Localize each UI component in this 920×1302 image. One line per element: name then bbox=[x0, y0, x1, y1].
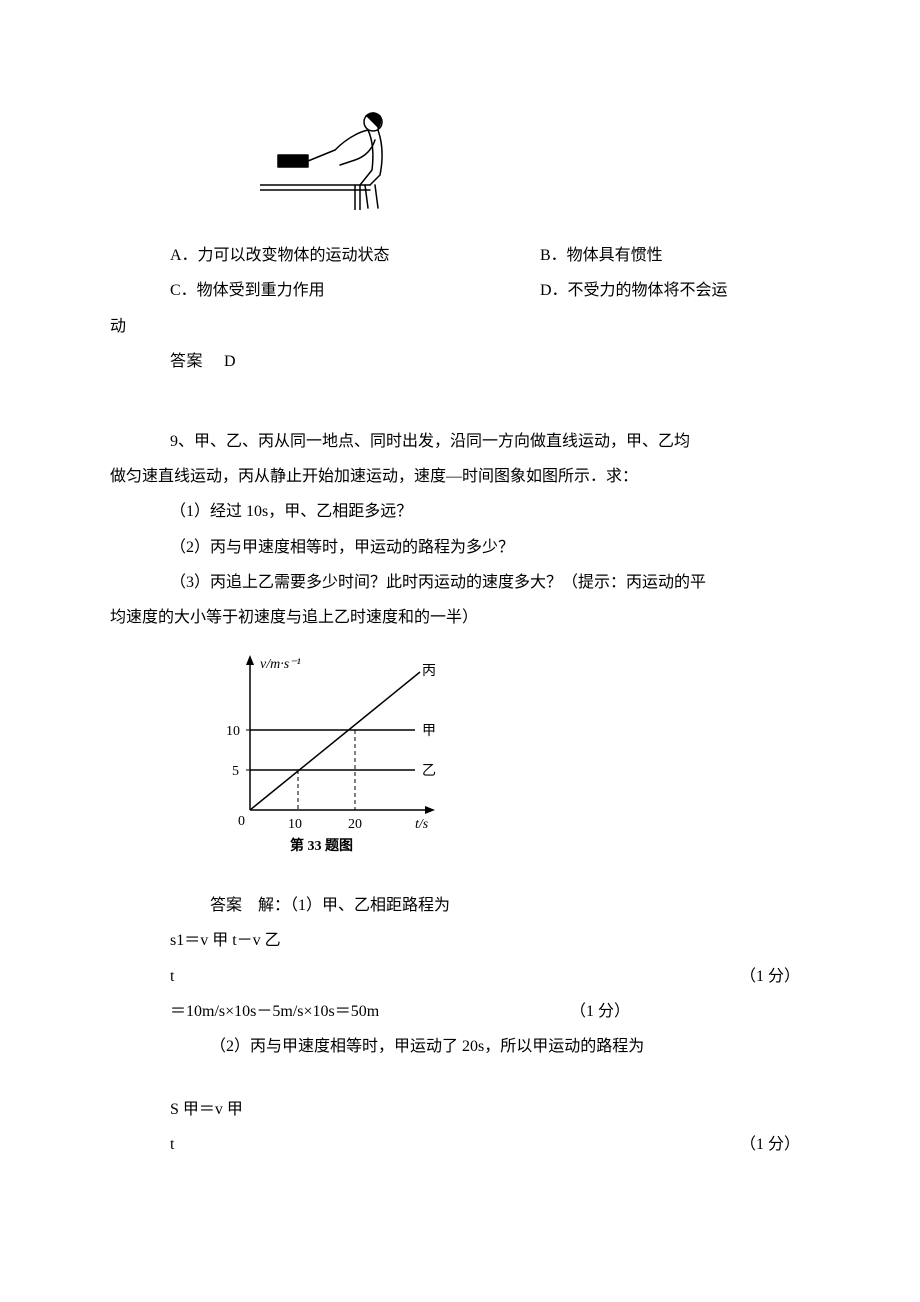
spacer bbox=[110, 1064, 810, 1092]
hammer-illustration bbox=[260, 100, 810, 223]
sol-l5-r bbox=[800, 1092, 810, 1127]
sol-l3: ＝10m/s×10s－5m/s×10s＝50m bbox=[170, 994, 379, 1029]
y-axis-label: v/m·s⁻¹ bbox=[260, 657, 301, 672]
velocity-time-chart: 5 10 v/m·s⁻¹ 0 10 20 t/s 甲 乙 丙 第 33 题图 bbox=[210, 650, 810, 873]
ytick-5: 5 bbox=[232, 764, 239, 779]
sol-line-2: t （1 分） bbox=[170, 959, 810, 994]
q9-sub2: （2）丙与甲速度相等时，甲运动的路程为多少？ bbox=[170, 530, 810, 565]
sol-l1: s1＝v 甲 t－v 乙 bbox=[170, 923, 281, 958]
q8-options-row1: A．力可以改变物体的运动状态 B．物体具有惯性 bbox=[170, 238, 810, 273]
q8-answer: 答案 D bbox=[170, 344, 810, 379]
sol-line-5: S 甲＝v 甲 bbox=[170, 1092, 810, 1127]
origin-label: 0 bbox=[238, 814, 245, 829]
line-yi-label: 乙 bbox=[422, 763, 436, 779]
sol-lead: 答案 解：（1）甲、乙相距路程为 bbox=[210, 888, 810, 923]
q9-lead1: 9、甲、乙、丙从同一地点、同时出发，沿同一方向做直线运动，甲、乙均 bbox=[170, 424, 810, 459]
line-jia-label: 甲 bbox=[422, 724, 436, 739]
sol-l5: S 甲＝v 甲 bbox=[170, 1092, 243, 1127]
sol-l6-score: （1 分） bbox=[740, 1127, 810, 1162]
q9-block: 9、甲、乙、丙从同一地点、同时出发，沿同一方向做直线运动，甲、乙均 做匀速直线运… bbox=[110, 424, 810, 635]
q9-lead2: 做匀速直线运动，丙从静止开始加速运动，速度—时间图象如图所示．求： bbox=[110, 459, 810, 494]
answer-value: D bbox=[224, 353, 236, 370]
line-bing-label: 丙 bbox=[422, 664, 436, 679]
option-b: B．物体具有惯性 bbox=[540, 238, 810, 273]
sol-l2: t bbox=[170, 959, 174, 994]
answer-label: 答案 bbox=[170, 353, 203, 370]
option-d-wrap: 动 bbox=[110, 309, 810, 344]
sol-l6: t bbox=[170, 1127, 174, 1162]
xtick-20: 20 bbox=[348, 817, 362, 832]
q9-sub3b: 均速度的大小等于初速度与追上乙时速度和的一半） bbox=[110, 600, 810, 635]
solution-block: 答案 解：（1）甲、乙相距路程为 s1＝v 甲 t－v 乙 t （1 分） ＝1… bbox=[110, 888, 810, 1162]
option-c: C．物体受到重力作用 bbox=[170, 273, 540, 308]
q9-sub3a: （3）丙追上乙需要多少时间？此时丙运动的速度多大？（提示：丙运动的平 bbox=[170, 565, 810, 600]
sol-line-3: ＝10m/s×10s－5m/s×10s＝50m （1 分） bbox=[170, 994, 810, 1029]
sol-l2-score: （1 分） bbox=[740, 959, 810, 994]
sol-l4: （2）丙与甲速度相等时，甲运动了 20s，所以甲运动的路程为 bbox=[210, 1029, 810, 1064]
ytick-10: 10 bbox=[226, 724, 240, 739]
chart-caption: 第 33 题图 bbox=[290, 837, 353, 854]
sol-l3-score: （1 分） bbox=[570, 994, 810, 1029]
x-axis-label: t/s bbox=[415, 817, 429, 832]
sol-line-1: s1＝v 甲 t－v 乙 bbox=[170, 923, 810, 958]
sol-l1-r bbox=[800, 923, 810, 958]
q8-options-row2: C．物体受到重力作用 D．不受力的物体将不会运 bbox=[170, 273, 810, 308]
option-a: A．力可以改变物体的运动状态 bbox=[170, 238, 540, 273]
option-d: D．不受力的物体将不会运 bbox=[540, 273, 810, 308]
q9-sub1: （1）经过 10s，甲、乙相距多远？ bbox=[170, 494, 810, 529]
sol-line-6: t （1 分） bbox=[170, 1127, 810, 1162]
xtick-10: 10 bbox=[288, 817, 302, 832]
